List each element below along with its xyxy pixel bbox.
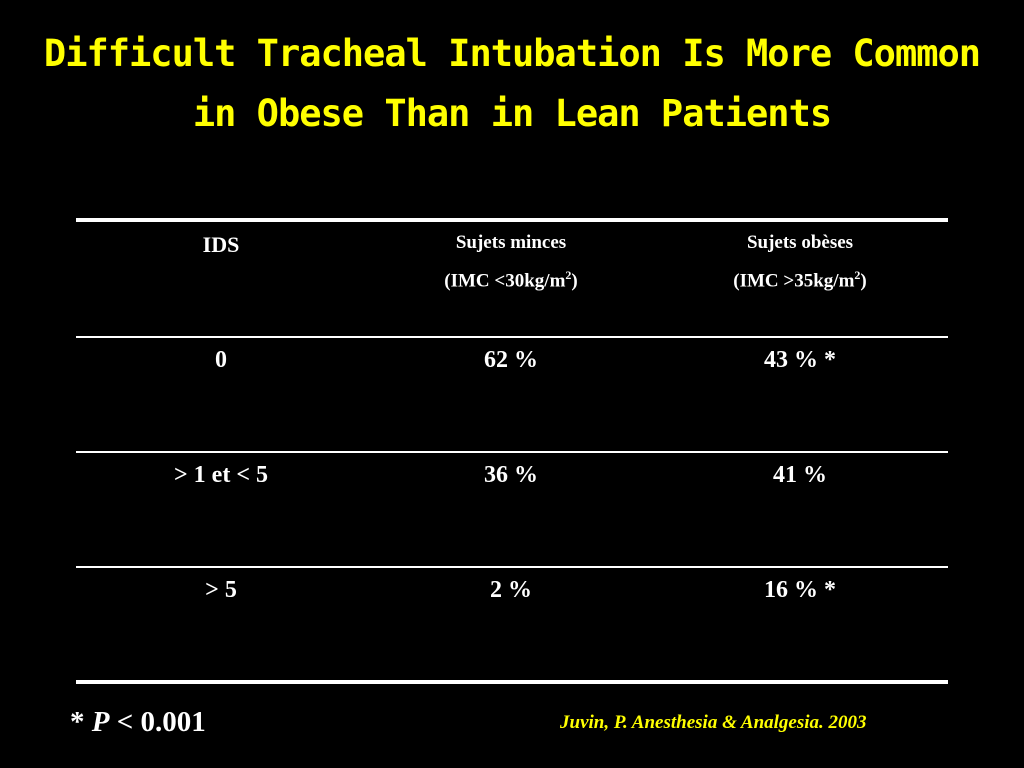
table-cell-ids: > 1 et < 5 [174,462,268,488]
citation: Juvin, P. Anesthesia & Analgesia. 2003 [560,712,867,733]
table-header-obese-bmi: (IMC >35kg/m2) [733,268,867,292]
table-cell-ids: 0 [215,347,227,373]
table-header-lean-bmi: (IMC <30kg/m2) [444,268,578,292]
table-cell-obese: 43 % * [764,347,836,373]
table-header-ids: IDS [202,232,240,257]
table-cell-lean: 2 % [490,577,532,603]
significance-footnote: * P < 0.001 [70,706,206,738]
table-row-rule [76,451,948,453]
table-header-lean: Sujets minces [455,232,567,253]
table-header-rule [76,336,948,338]
table-cell-obese: 16 % * [764,577,836,603]
table-top-rule [76,218,948,222]
table-cell-lean: 62 % [484,347,538,373]
table-header-obese: Sujets obèses [746,232,854,253]
table-row-rule [76,566,948,568]
slide-title: Difficult Tracheal Intubation Is More Co… [43,32,981,135]
table-cell-lean: 36 % [484,462,538,488]
table-cell-obese: 41 % [773,462,827,488]
table-bottom-rule [76,680,948,684]
table-cell-ids: > 5 [205,577,237,603]
